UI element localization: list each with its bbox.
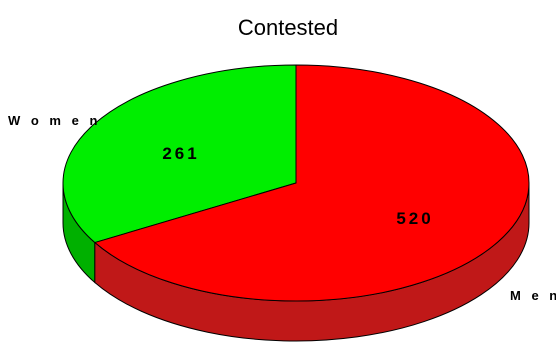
category-label-women: W o m e n <box>8 113 101 128</box>
category-label-men: M e n <box>510 288 556 303</box>
pie-slice-women <box>62 64 297 244</box>
value-label-men: 520 <box>396 209 433 228</box>
pie-slice-men <box>93 64 530 302</box>
chart-title: Contested <box>238 15 338 40</box>
pie-labels: 261 W o m e n 520 M e n <box>8 113 556 303</box>
value-label-women: 261 <box>162 144 199 163</box>
pie-slices <box>62 64 530 302</box>
